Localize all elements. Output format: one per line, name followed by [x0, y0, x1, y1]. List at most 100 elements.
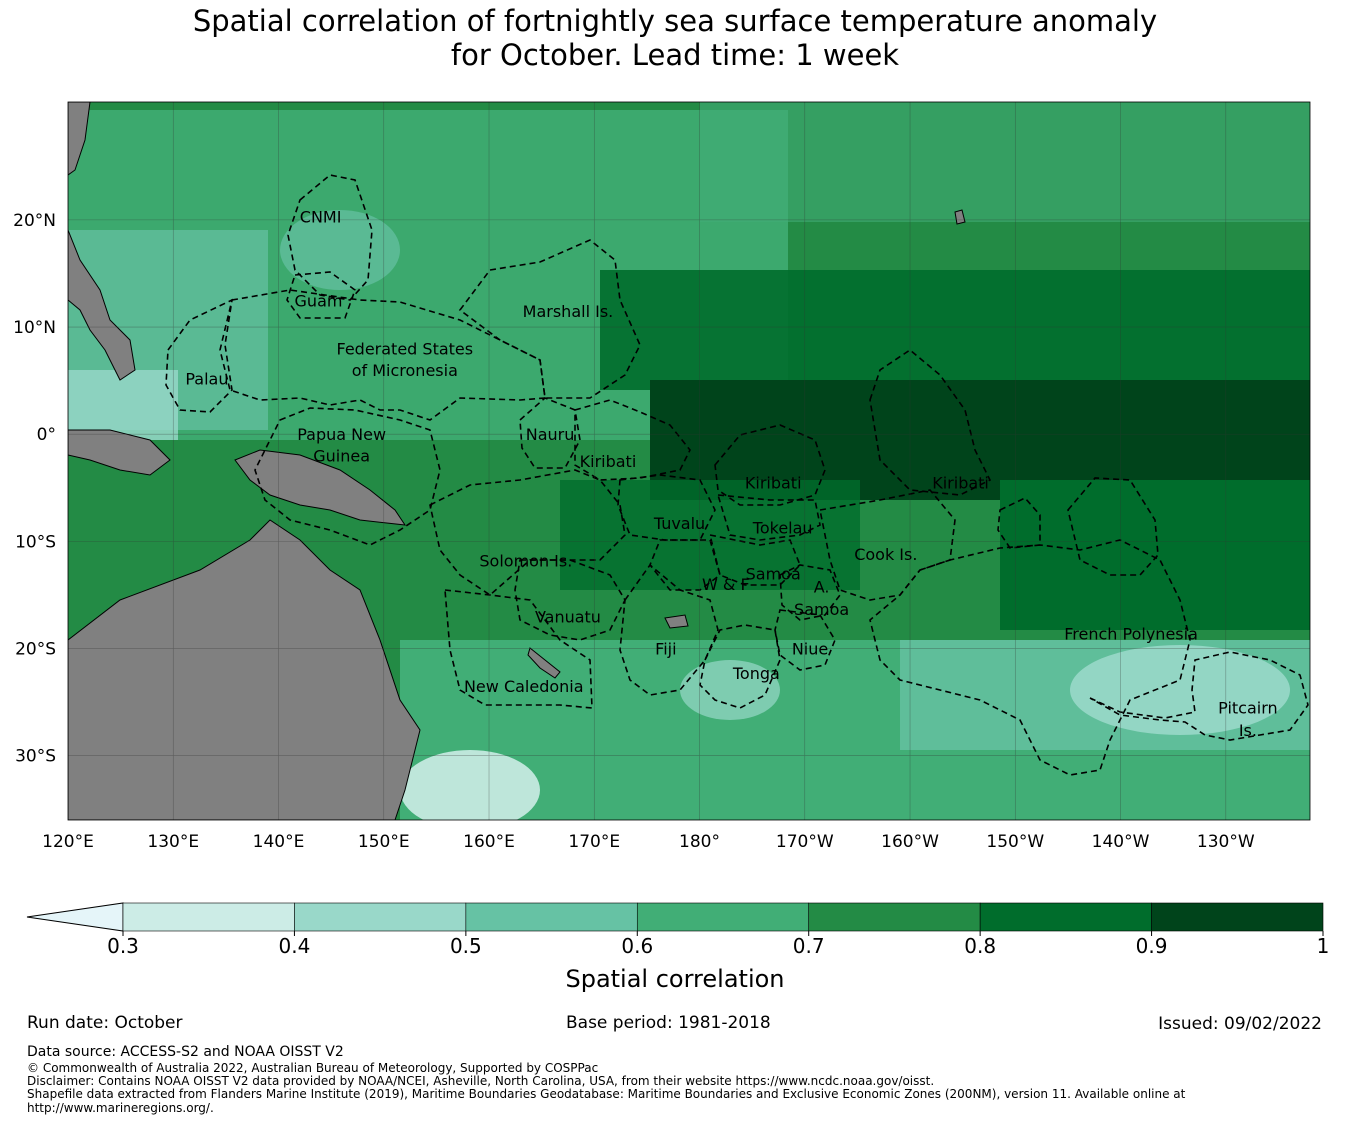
- eez-niue: [774, 609, 836, 671]
- colorbar-segment: [1151, 902, 1324, 932]
- region-label: Federated States: [337, 339, 474, 358]
- eez-nauru: [519, 397, 581, 469]
- land-new-guinea: [234, 449, 407, 526]
- eez-micronesia: [219, 289, 546, 421]
- correlation-zone-tonga: [680, 660, 780, 720]
- region-label: of Micronesia: [352, 361, 458, 380]
- colorbar-segment: [465, 902, 638, 932]
- run-date: Run date: October: [27, 1013, 183, 1033]
- eez-tonga: [699, 624, 781, 709]
- colorbar-extend-arrow: [26, 902, 124, 932]
- chart-title-line2: for October. Lead time: 1 week: [450, 38, 900, 72]
- x-tick-label: 180°: [679, 832, 720, 852]
- region-label: Kiribati: [745, 473, 802, 492]
- colorbar-tick-label: 0.5: [450, 934, 482, 958]
- shapefile-credit: Shapefile data extracted from Flanders M…: [27, 1087, 1186, 1101]
- y-tick-label: 20°N: [13, 211, 56, 231]
- land-indonesia: [68, 429, 171, 476]
- eez-kiribati-gilbert: [574, 399, 691, 481]
- eez-fiji: [619, 563, 719, 696]
- region-label: New Caledonia: [464, 677, 584, 696]
- region-label: Niue: [792, 640, 828, 659]
- colorbar-tick-label: 0.7: [793, 934, 825, 958]
- colorbar-segment: [636, 902, 810, 932]
- x-tick-label: 170°W: [776, 832, 834, 852]
- chart-title-line1: Spatial correlation of fortnightly sea s…: [192, 4, 1158, 38]
- x-tick-label: 160°E: [463, 832, 515, 852]
- eez-american-samoa: [779, 564, 841, 621]
- colorbar: 0.3 0.4 0.5 0.6 0.7 0.8 0.9 1 Spatial correlati…: [26, 902, 1329, 993]
- region-label: Vanuatu: [535, 607, 601, 626]
- colorbar-ticks: 0.3 0.4 0.5 0.6 0.7 0.8 0.9 1: [107, 931, 1329, 958]
- y-tick-label: 10°S: [15, 532, 56, 552]
- eez-marquesas: [997, 497, 1041, 549]
- colorbar-tick-label: 1: [1317, 934, 1330, 958]
- correlation-zone-north-pacific: [700, 102, 1310, 222]
- y-tick-label: 10°N: [13, 318, 56, 338]
- y-tick-label: 20°S: [15, 640, 56, 660]
- map-frame: [67, 101, 1311, 821]
- land-new-caledonia: [527, 647, 561, 679]
- region-label: Is.: [1239, 721, 1257, 740]
- region-label: Pitcairn: [1218, 698, 1278, 717]
- x-tick-label: 140°E: [253, 832, 305, 852]
- region-label: Papua New: [297, 425, 386, 444]
- eez-cnmi: [287, 174, 373, 301]
- correlation-zone-tasman: [400, 750, 540, 820]
- region-label: Samoa: [746, 565, 801, 584]
- region-label: Kiribati: [580, 452, 637, 471]
- region-label: Tonga: [732, 664, 780, 683]
- colorbar-tick-label: 0.9: [1136, 934, 1168, 958]
- region-label: Palau: [185, 369, 228, 388]
- x-axis-ticks: 120°E 130°E 140°E 150°E 160°E 170°E 180° 170°W 1…: [42, 832, 1255, 852]
- eez-palau: [165, 298, 234, 413]
- copyright: © Commonwealth of Australia 2022, Austra…: [27, 1061, 599, 1075]
- region-labels: CNMI Guam Marshall Is. Federated States of M…: [185, 208, 1277, 740]
- region-label: Nauru: [526, 425, 575, 444]
- colorbar-tick-label: 0.8: [964, 934, 996, 958]
- disclaimer: Disclaimer: Contains NOAA OISST V2 data …: [27, 1074, 935, 1088]
- x-tick-label: 150°E: [358, 832, 410, 852]
- marineregions-url: http://www.marineregions.org/.: [27, 1101, 214, 1115]
- y-tick-label: 0°: [37, 425, 56, 445]
- region-label: Tokelau: [752, 518, 813, 537]
- region-label: Guinea: [313, 447, 370, 466]
- region-label: French Polynesia: [1064, 625, 1198, 644]
- correlation-zone-central-pacific: [600, 270, 1310, 390]
- land-asia-coast: [68, 102, 91, 176]
- eez-tuvalu: [617, 474, 716, 541]
- region-label: Solomon Is.: [479, 552, 572, 571]
- colorbar-segments: [122, 902, 1324, 932]
- region-label: Tuvalu: [653, 514, 705, 533]
- x-tick-label: 130°W: [1197, 832, 1255, 852]
- colorbar-tick-label: 0.3: [107, 934, 139, 958]
- correlation-zone-cnmi: [280, 210, 400, 290]
- map-gridlines: [68, 102, 1310, 820]
- correlation-zone-east-pacific: [1000, 480, 1310, 630]
- eez-samoa: [708, 533, 801, 586]
- eez-new-caledonia: [444, 589, 593, 709]
- x-tick-label: 160°W: [881, 832, 939, 852]
- region-label: CNMI: [300, 208, 342, 227]
- y-axis-ticks: 20°N 10°N 0° 10°S 20°S 30°S: [13, 211, 56, 767]
- colorbar-tick-label: 0.4: [279, 934, 311, 958]
- eez-png: [254, 407, 441, 546]
- region-label: Fiji: [655, 640, 676, 659]
- base-period: Base period: 1981-2018: [566, 1013, 771, 1033]
- land-hawaii: [954, 209, 966, 225]
- x-tick-label: 130°E: [147, 832, 199, 852]
- eez-kiribati-line: [869, 349, 992, 496]
- eez-pitcairn: [1089, 651, 1309, 741]
- region-label: Kiribati: [932, 473, 989, 492]
- issued-date: Issued: 09/02/2022: [1158, 1014, 1322, 1034]
- correlation-zone-philippine-sea: [68, 370, 178, 440]
- eez-kiribati-phoenix: [714, 424, 826, 506]
- colorbar-segment: [979, 902, 1152, 932]
- x-tick-label: 150°W: [986, 832, 1044, 852]
- region-label: W & F: [702, 575, 750, 594]
- x-tick-label: 170°E: [568, 832, 620, 852]
- colorbar-segment: [808, 902, 981, 932]
- eez-boundaries: [165, 174, 1309, 776]
- eez-french-polynesia: [869, 539, 1191, 776]
